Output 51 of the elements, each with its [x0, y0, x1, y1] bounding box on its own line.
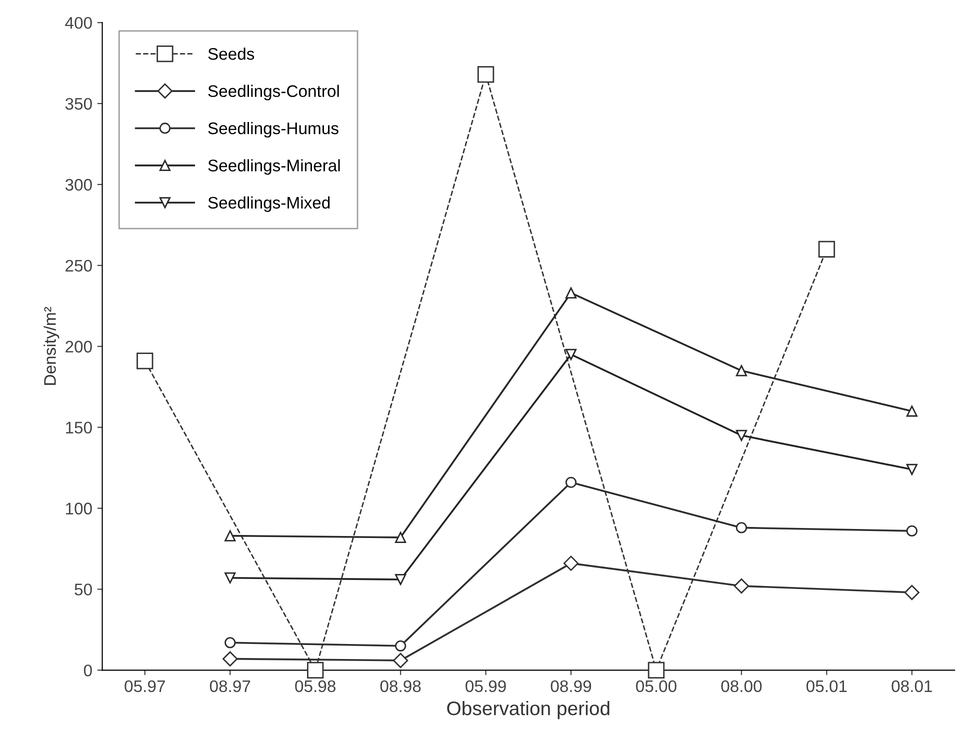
- point: [734, 578, 750, 594]
- y-axis-title: Density/m²: [44, 306, 60, 385]
- x-tick-label: 08.97: [210, 680, 250, 692]
- point: [136, 352, 154, 370]
- legend-label: Seedlings-Mineral: [208, 159, 340, 175]
- y-tick-label: 200: [66, 340, 92, 353]
- y-tick-label: 350: [65, 98, 92, 110]
- point: [224, 637, 236, 648]
- point: [395, 574, 406, 586]
- x-tick-label: 08.01: [892, 680, 932, 692]
- point: [395, 640, 406, 652]
- point: [392, 652, 408, 668]
- point: [395, 532, 406, 543]
- y-tick-label: 400: [65, 16, 92, 29]
- point: [477, 66, 494, 83]
- y-tick-label: 0: [84, 664, 92, 676]
- point: [565, 476, 577, 488]
- x-tick-label: 08.98: [380, 680, 421, 692]
- point: [222, 651, 238, 666]
- y-tick-label: 250: [66, 260, 92, 272]
- point: [224, 572, 236, 584]
- point: [818, 240, 836, 258]
- x-tick-label: 05.99: [466, 680, 506, 692]
- point: [307, 662, 324, 679]
- x-tick-label: 05.01: [806, 680, 847, 692]
- point: [565, 287, 577, 299]
- point: [648, 662, 665, 679]
- y-tick-label: 100: [66, 502, 92, 514]
- point: [906, 464, 918, 475]
- y-tick-label: 50: [74, 584, 92, 596]
- point: [906, 406, 918, 417]
- legend-label: Seedlings-Control: [208, 84, 339, 100]
- legend-label: Seeds: [208, 48, 254, 60]
- x-axis-title: Observation period: [447, 700, 610, 720]
- point: [565, 348, 577, 360]
- point: [563, 556, 579, 571]
- point: [736, 522, 748, 534]
- x-tick-label: 05.97: [124, 680, 165, 692]
- y-tick-label: 300: [65, 178, 92, 191]
- point: [906, 525, 918, 536]
- point: [904, 584, 920, 600]
- y-tick-label: 150: [66, 422, 92, 434]
- x-tick-label: 08.99: [550, 680, 592, 692]
- x-tick-label: 05.98: [295, 680, 336, 692]
- legend-label: Seedlings-Humus: [208, 122, 338, 138]
- x-tick-label: 08.00: [721, 680, 762, 692]
- point: [736, 365, 748, 376]
- point: [224, 530, 236, 542]
- legend-label: Seedlings-Mixed: [208, 196, 330, 212]
- x-tick-label: 05.00: [636, 680, 676, 692]
- point: [736, 430, 748, 441]
